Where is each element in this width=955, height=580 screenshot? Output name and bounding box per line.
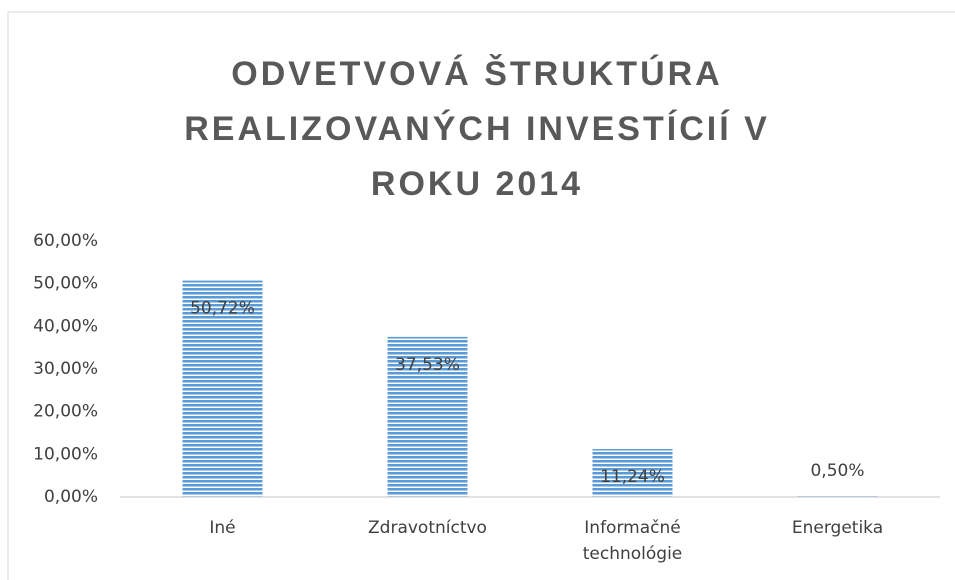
data-label: 37,53% [395,355,460,375]
x-tick-label: Energetika [791,518,884,538]
y-tick-label: 10,00% [33,444,98,464]
bar [182,280,263,497]
bar [387,336,468,497]
bar [797,494,878,497]
y-tick-label: 40,00% [33,316,98,336]
y-tick-label: 20,00% [33,402,98,422]
x-tick-label: Zdravotníctvo [368,518,487,538]
y-tick-label: 60,00% [33,231,98,251]
x-tick-label: Iné [209,518,236,538]
bar [592,449,673,497]
data-label: 11,24% [600,467,665,487]
y-tick-label: 0,00% [44,487,98,507]
x-tick-label: Informačné technológie [582,518,683,564]
y-tick-label: 50,00% [33,274,98,294]
y-tick-label: 30,00% [33,359,98,379]
data-label: 0,50% [810,461,864,481]
chart-title: ODVETVOVÁ ŠTRUKTÚRA REALIZOVANÝCH INVEST… [184,55,770,203]
data-label: 50,72% [190,299,255,319]
